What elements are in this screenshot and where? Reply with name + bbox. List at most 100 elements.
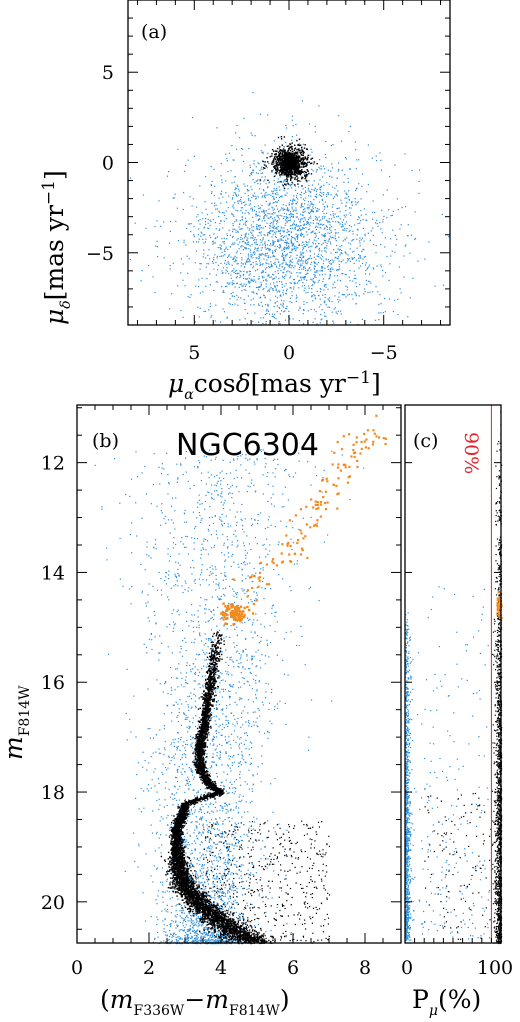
field-star-point bbox=[218, 210, 220, 212]
field-star-point bbox=[294, 265, 296, 267]
field-star-point bbox=[264, 195, 266, 198]
field-star-point bbox=[250, 299, 252, 301]
field-star-point bbox=[313, 199, 315, 201]
field-star-point bbox=[285, 242, 287, 244]
field-star-point bbox=[300, 232, 302, 234]
field-star-point bbox=[253, 275, 255, 277]
field-star-point bbox=[327, 221, 329, 223]
field-star-point bbox=[282, 276, 284, 278]
field-star-point bbox=[272, 202, 274, 204]
field-star-point bbox=[345, 205, 347, 207]
field-star-point bbox=[267, 310, 270, 313]
field-star-point bbox=[311, 295, 313, 297]
field-star-point bbox=[269, 276, 271, 278]
field-star-point bbox=[207, 254, 209, 257]
field-star-point bbox=[192, 923, 194, 925]
field-star-point bbox=[209, 303, 212, 305]
field-star-point bbox=[259, 207, 261, 209]
field-star-point bbox=[257, 183, 259, 185]
field-star-point bbox=[191, 920, 193, 922]
field-star-point bbox=[424, 258, 426, 260]
field-star-point bbox=[292, 183, 294, 185]
field-star-point bbox=[177, 804, 179, 806]
field-star-point bbox=[308, 287, 310, 289]
field-star-point bbox=[264, 244, 266, 246]
field-star-point bbox=[310, 269, 312, 271]
field-star-point bbox=[295, 210, 297, 212]
field-star-point bbox=[240, 672, 242, 674]
field-star-point bbox=[257, 250, 259, 252]
field-star-point bbox=[337, 279, 339, 281]
field-star-point bbox=[252, 291, 254, 293]
field-star-point bbox=[329, 273, 331, 276]
field-star-point bbox=[188, 778, 190, 780]
field-star-point bbox=[198, 238, 200, 240]
field-star-point bbox=[341, 249, 343, 252]
field-star-point bbox=[350, 202, 352, 204]
field-star-point bbox=[309, 205, 311, 207]
field-star-point bbox=[263, 163, 265, 165]
field-star-point bbox=[267, 187, 269, 189]
member-star-point bbox=[284, 150, 286, 152]
field-star-point bbox=[264, 314, 266, 316]
field-star-point bbox=[300, 263, 302, 265]
field-star-point bbox=[238, 913, 240, 915]
field-star-point bbox=[209, 224, 211, 227]
field-star-point bbox=[286, 242, 288, 244]
field-star-point bbox=[285, 723, 287, 725]
member-star-point bbox=[276, 170, 279, 173]
field-star-point bbox=[211, 861, 213, 863]
member-star-point bbox=[297, 155, 299, 158]
field-star-point bbox=[346, 201, 348, 204]
field-star-point bbox=[282, 153, 284, 155]
field-star-point bbox=[306, 222, 308, 224]
field-star-point bbox=[325, 286, 327, 288]
field-star-point bbox=[280, 246, 282, 248]
field-star-point bbox=[250, 251, 252, 253]
field-star-point bbox=[185, 164, 187, 166]
field-star-point bbox=[186, 255, 188, 257]
field-star-point bbox=[361, 173, 364, 175]
field-star-point bbox=[226, 160, 228, 162]
field-star-point bbox=[277, 272, 279, 274]
field-star-point bbox=[246, 834, 248, 836]
field-star-point bbox=[268, 248, 270, 250]
field-star-point bbox=[336, 244, 338, 247]
field-star-point bbox=[276, 187, 278, 190]
field-star-point bbox=[255, 213, 257, 215]
field-star-point bbox=[282, 237, 285, 239]
field-star-point bbox=[325, 219, 327, 221]
field-star-point bbox=[323, 234, 325, 236]
field-star-point bbox=[318, 220, 321, 222]
field-star-point bbox=[394, 234, 396, 236]
field-star-point bbox=[185, 244, 187, 246]
field-star-point bbox=[213, 257, 215, 259]
field-star-point bbox=[191, 843, 193, 845]
field-star-point bbox=[205, 926, 207, 928]
field-star-point bbox=[227, 539, 229, 541]
field-star-point bbox=[195, 250, 198, 252]
field-star-point bbox=[212, 243, 214, 245]
field-star-point bbox=[260, 283, 263, 285]
member-star-point bbox=[281, 152, 284, 154]
member-star-point bbox=[297, 161, 300, 163]
field-star-point bbox=[326, 205, 328, 207]
field-star-point bbox=[266, 210, 268, 212]
field-star-point bbox=[399, 228, 401, 230]
field-star-point bbox=[298, 186, 300, 188]
member-star-point bbox=[301, 150, 303, 153]
field-star-point bbox=[185, 641, 187, 643]
field-star-point bbox=[257, 172, 259, 175]
field-star-point bbox=[237, 243, 239, 245]
field-star-point bbox=[228, 283, 230, 285]
member-star-point bbox=[275, 152, 277, 155]
field-star-point bbox=[328, 183, 330, 185]
field-star-point bbox=[192, 939, 194, 941]
field-star-point bbox=[220, 190, 223, 192]
field-star-point bbox=[355, 282, 357, 284]
field-star-point bbox=[288, 247, 290, 249]
field-star-point bbox=[347, 181, 349, 183]
field-star-point bbox=[303, 309, 305, 311]
field-star-point bbox=[252, 171, 254, 173]
field-star-point bbox=[278, 306, 280, 308]
